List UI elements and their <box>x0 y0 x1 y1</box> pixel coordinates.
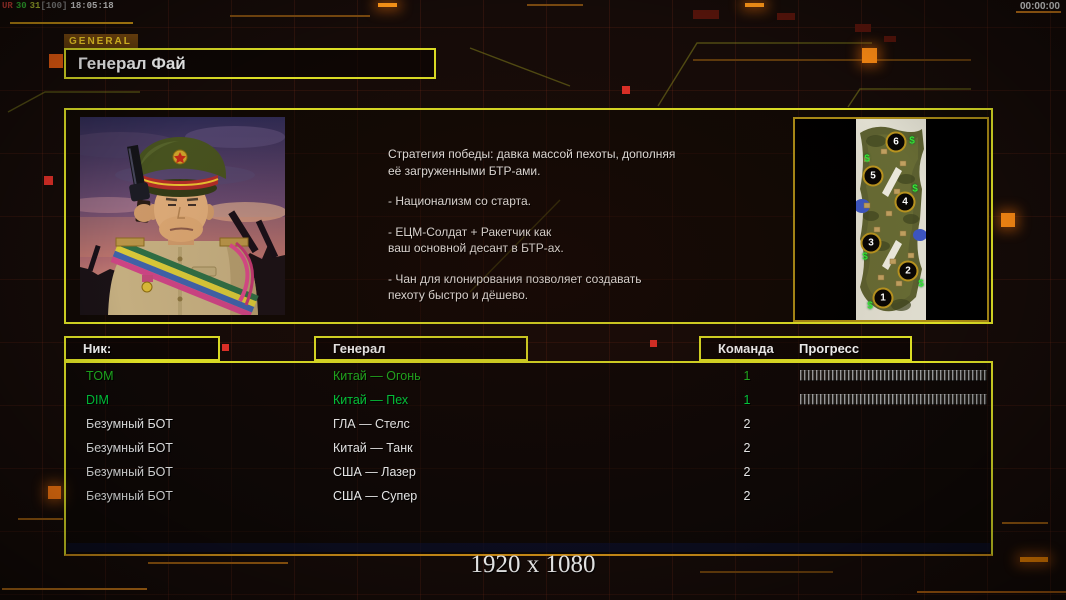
general-column-header: Генерал <box>314 336 528 361</box>
briefing-paragraph: Стратегия победы: давка массой пехоты, д… <box>388 147 676 178</box>
player-nick: Безумный БОТ <box>86 417 173 431</box>
decor-square <box>49 54 63 68</box>
decor-square <box>855 24 871 32</box>
player-team: 2 <box>743 417 751 431</box>
briefing-panel: Стратегия победы: давка массой пехоты, д… <box>64 108 993 324</box>
player-team: 2 <box>743 465 751 479</box>
decor-square <box>44 176 53 185</box>
decor-line <box>18 518 63 520</box>
supply-dollar-icon: $ <box>867 300 873 312</box>
decor-square <box>862 48 877 63</box>
page-title: Генерал Фай <box>78 54 186 73</box>
nick-header-label: Ник: <box>83 341 112 356</box>
start-position-marker: 1 <box>872 287 894 309</box>
decor-line <box>693 59 971 61</box>
players-table: TOM Китай — Огонь 1 DIM Китай — Пех 1 Бе… <box>64 361 993 556</box>
decor-line <box>745 3 764 7</box>
table-row: Безумный БОТ США — Лазер 2 <box>66 460 991 484</box>
general-title-box: Генерал Фай <box>64 48 436 79</box>
decor-line <box>230 15 370 17</box>
player-general: США — Супер <box>333 489 418 503</box>
player-team: 2 <box>743 489 751 503</box>
decor-line <box>1002 522 1048 524</box>
decor-square <box>222 344 229 351</box>
overlay-frametime-value: 31 <box>29 1 41 11</box>
player-general: Китай — Огонь <box>333 369 421 383</box>
player-nick: Безумный БОТ <box>86 441 173 455</box>
decor-square <box>622 86 630 94</box>
progress-bar <box>800 370 987 381</box>
table-row: Безумный БОТ ГЛА — Стелс 2 <box>66 412 991 436</box>
start-position-marker: 3 <box>860 232 882 254</box>
start-position-marker: 2 <box>897 260 919 282</box>
team-progress-column-header: Команда Прогресс <box>699 336 912 361</box>
briefing-paragraph: - ЕЦМ-Солдат + Ракетчик как ваш основной… <box>388 224 564 256</box>
decor-square <box>693 10 719 19</box>
supply-dollar-icon: $ <box>864 153 870 165</box>
progress-bar <box>800 394 987 405</box>
start-position-marker: 5 <box>862 165 884 187</box>
decor-line <box>917 591 1066 593</box>
player-general: Китай — Танк <box>333 441 413 455</box>
decor-line <box>2 588 147 590</box>
player-nick: Безумный БОТ <box>86 489 173 503</box>
team-header-label: Команда <box>718 341 774 356</box>
overlay-clock: 18:05:18 <box>70 1 114 11</box>
player-nick: Безумный БОТ <box>86 465 173 479</box>
stats-overlay: UR 30 31[100] 18:05:18 <box>2 1 117 11</box>
player-general: Китай — Пех <box>333 393 409 407</box>
table-row: Безумный БОТ Китай — Танк 2 <box>66 436 991 460</box>
player-general: США — Лазер <box>333 465 416 479</box>
match-timer: 00:00:00 <box>1019 1 1060 12</box>
strategy-briefing: Стратегия победы: давка массой пехоты, д… <box>388 146 724 318</box>
briefing-paragraph: - Чан для клонирования позволяет создава… <box>388 271 642 303</box>
nick-column-header: Ник: <box>64 336 220 361</box>
progress-header-label: Прогресс <box>799 341 860 356</box>
supply-dollar-icon: $ <box>909 135 915 147</box>
table-row: TOM Китай — Огонь 1 <box>66 364 991 388</box>
decor-square <box>650 340 657 347</box>
player-nick: TOM <box>86 369 114 383</box>
portrait-art <box>80 117 285 315</box>
supply-dollar-icon: $ <box>912 183 918 195</box>
decor-line <box>10 22 133 24</box>
decor-line <box>378 3 397 7</box>
player-team: 1 <box>743 393 751 407</box>
player-nick: DIM <box>86 393 109 407</box>
overlay-fps-value: 30 <box>15 1 27 11</box>
resolution-label: 1920 x 1080 <box>470 551 596 578</box>
general-header-label: Генерал <box>333 341 386 356</box>
supply-dollar-icon: $ <box>862 251 868 263</box>
decor-square <box>48 486 61 499</box>
start-position-marker: 6 <box>885 131 907 153</box>
overlay-bracket-value: [100] <box>40 1 68 11</box>
table-row: Безумный БОТ США — Супер 2 <box>66 484 991 508</box>
general-tab-label: GENERAL <box>64 34 138 49</box>
decor-square <box>777 13 795 20</box>
decor-square <box>884 36 896 42</box>
supply-dollar-icon: $ <box>918 278 924 290</box>
briefing-paragraph: - Национализм со старта. <box>388 194 531 208</box>
decor-line <box>527 4 583 6</box>
player-general: ГЛА — Стелс <box>333 417 410 431</box>
overlay-app-label: UR <box>2 1 13 11</box>
general-portrait-image <box>80 117 285 315</box>
player-team: 2 <box>743 441 751 455</box>
player-team: 1 <box>743 369 751 383</box>
map-preview: 1 2 3 4 5 6 $ $ $ $ $ $ <box>793 117 989 322</box>
table-row: DIM Китай — Пех 1 <box>66 388 991 412</box>
decor-square <box>1001 213 1015 227</box>
start-position-marker: 4 <box>894 191 916 213</box>
